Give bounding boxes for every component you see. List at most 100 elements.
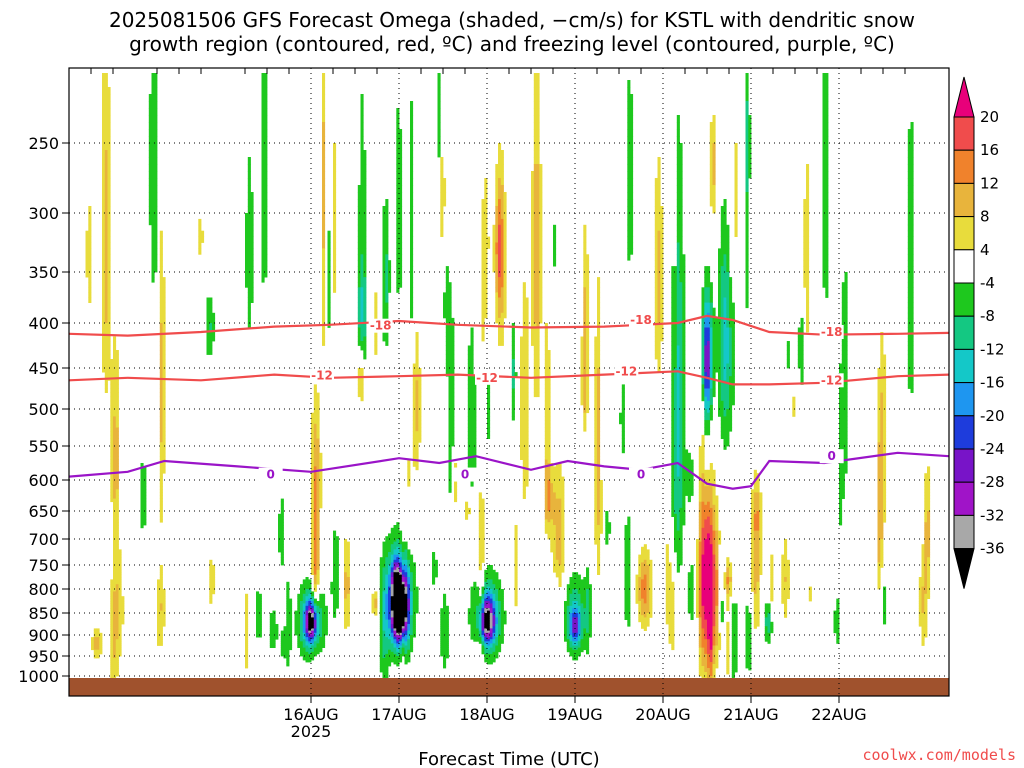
omega-cell [333,579,337,583]
omega-cell [333,565,337,568]
omega-cell [385,559,389,563]
omega-cell [363,254,367,261]
omega-cell [399,562,403,566]
omega-cell [498,637,502,640]
omega-cell [278,546,282,550]
omega-cell [448,469,452,474]
omega-cell [558,504,562,509]
omega-cell [379,589,383,592]
omega-cell [572,641,576,644]
omega-cell [140,525,144,529]
omega-cell [481,533,485,537]
omega-cell [280,522,284,526]
omega-cell [476,610,480,614]
omega-cell [96,649,100,653]
omega-cell [113,513,117,517]
omega-cell [333,591,337,595]
omega-cell [451,384,455,389]
omega-cell [410,287,414,293]
omega-cell [374,591,378,595]
omega-cell [445,626,449,629]
omega-cell [115,504,119,509]
omega-cell [561,567,565,571]
omega-cell [382,668,386,671]
omega-cell [569,639,573,642]
omega-cell [311,601,315,604]
omega-cell [250,297,254,303]
omega-cell [313,522,317,526]
omega-cell [544,412,548,417]
omega-cell [99,647,103,651]
omega-cell [399,615,403,618]
omega-cell [104,341,108,346]
omega-cell [487,591,491,595]
omega-cell [569,584,573,587]
omega-cell [412,584,416,587]
omega-cell [382,664,386,667]
omega-cell [533,363,537,369]
omega-cell [487,416,491,421]
omega-cell [498,248,502,255]
omega-cell [481,224,485,232]
omega-cell [159,336,163,342]
omega-cell [503,206,507,214]
omega-cell [410,272,414,278]
omega-cell [467,511,471,515]
omega-cell [412,565,416,568]
omega-cell [404,647,408,651]
omega-cell [407,635,411,638]
omega-cell [157,605,161,609]
omega-cell [313,533,317,537]
omega-cell [393,586,397,590]
omega-cell [107,213,111,220]
omega-cell [547,511,551,515]
omega-cell [110,664,114,667]
omega-cell [412,376,416,381]
omega-cell [360,368,364,373]
omega-cell [159,307,163,314]
omega-cell [533,341,537,346]
omega-cell [113,489,117,493]
omega-cell [333,584,337,587]
omega-cell [264,248,268,255]
omega-cell [440,230,444,237]
omega-cell [104,312,108,319]
omega-cell [162,409,166,414]
omega-cell [206,345,210,351]
omega-cell [102,336,106,342]
omega-cell [514,581,518,585]
omega-cell [280,632,284,636]
omega-cell [451,350,455,355]
omega-cell [335,584,339,587]
omega-cell [269,626,273,629]
omega-cell [107,136,111,144]
omega-cell [313,549,317,553]
omega-cell [247,297,251,303]
omega-cell [258,613,262,616]
omega-cell [473,632,477,636]
omega-cell [498,341,502,346]
omega-cell [113,501,117,506]
omega-cell [401,559,405,563]
omega-cell [319,601,323,604]
omega-cell [558,492,562,496]
omega-cell [500,248,504,255]
omega-cell [393,572,397,575]
omega-cell [308,630,312,634]
omega-cell [514,372,518,377]
omega-cell [308,635,312,638]
omega-cell [487,427,491,432]
omega-cell [286,660,290,663]
omega-cell [335,552,339,555]
omega-cell [522,473,526,477]
omega-cell [115,527,119,531]
omega-cell [300,639,304,642]
omega-cell [550,492,554,496]
omega-cell [316,632,320,636]
omega-cell [264,236,268,243]
omega-cell [245,637,249,640]
omega-cell [553,242,557,249]
omega-cell [151,236,155,243]
omega-cell [396,574,400,578]
omega-cell [473,626,477,629]
